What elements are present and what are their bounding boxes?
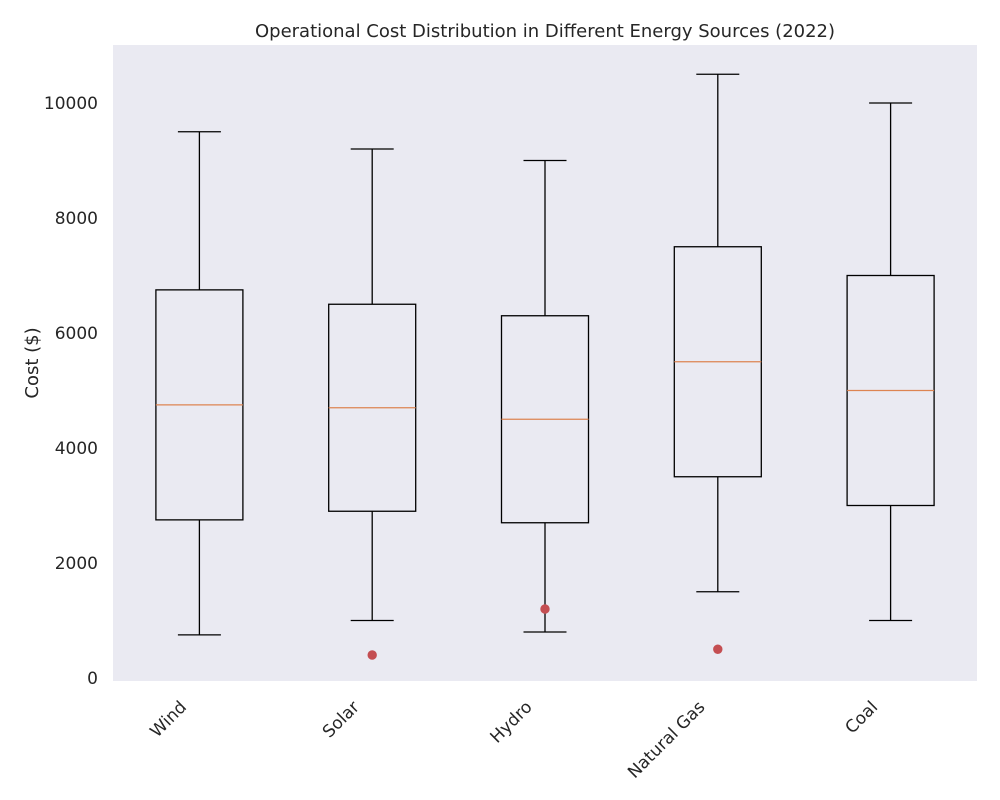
x-tick-label: Wind — [147, 697, 191, 741]
box-group — [846, 102, 935, 622]
outlier-point — [367, 650, 377, 660]
box-group — [155, 131, 244, 636]
y-tick-label: 2000 — [55, 554, 98, 574]
boxes-layer — [155, 73, 935, 660]
y-tick-label: 6000 — [55, 324, 98, 344]
y-tick-label: 10000 — [44, 94, 98, 114]
outlier-point — [540, 604, 550, 614]
box-group — [328, 148, 417, 660]
y-tick-label: 8000 — [55, 209, 98, 229]
box-group — [673, 73, 762, 654]
y-tick-label: 0 — [87, 669, 98, 689]
y-tick-label: 4000 — [55, 439, 98, 459]
box-group — [500, 159, 590, 633]
y-axis-label: Cost ($) — [22, 327, 43, 398]
x-tick-label: Natural Gas — [624, 697, 709, 782]
x-axis-ticks: Wind Solar Hydro Natural Gas Coal — [147, 697, 883, 782]
outlier-point — [713, 644, 723, 654]
x-tick-label: Solar — [319, 697, 364, 742]
x-tick-label: Hydro — [487, 697, 537, 747]
y-axis-ticks: 0 2000 4000 6000 8000 10000 — [44, 94, 98, 689]
chart-title: Operational Cost Distribution in Differe… — [255, 21, 835, 42]
x-tick-label: Coal — [842, 697, 883, 738]
